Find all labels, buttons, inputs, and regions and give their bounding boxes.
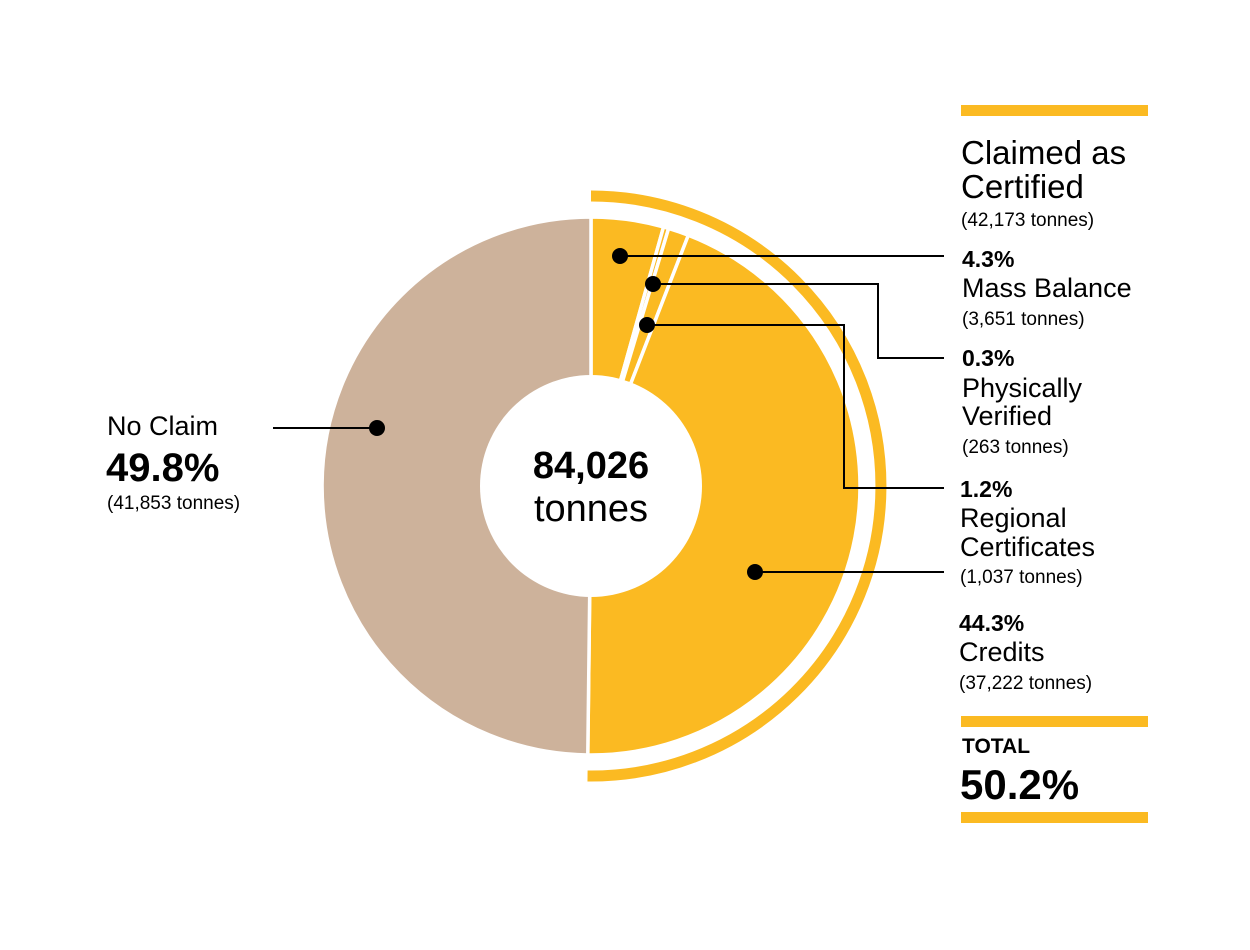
no-claim-label: No Claim [107,411,219,441]
legend-regional-certificates-percent: 1.2% [960,476,1013,502]
no-claim-tonnes: (41,853 tonnes) [107,493,241,514]
legend-physically-verified-tonnes: (263 tonnes) [962,437,1069,458]
total-top-bar [961,716,1148,727]
legend-credits-percent: 44.3% [959,610,1025,636]
center-total-value: 84,026 [532,445,650,487]
legend-physically-verified-label-line1: Physically [962,373,1083,403]
legend-mass-balance-tonnes: (3,651 tonnes) [962,309,1085,330]
donut-hole [480,375,702,597]
no-claim-percent: 49.8% [106,446,220,490]
total-bottom-bar [961,812,1148,823]
legend-physically-verified-label-line2: Verified [962,401,1053,431]
claimed-certified-heading-line1: Claimed as [961,134,1127,171]
legend-regional-certificates-tonnes: (1,037 tonnes) [960,567,1083,588]
claimed-certified-tonnes: (42,173 tonnes) [961,210,1095,231]
leader-dot-regional-certificates [639,317,655,333]
total-label: TOTAL [962,735,1031,758]
leader-dot-no-claim [369,420,385,436]
center-total-unit: tonnes [533,488,649,530]
leader-line-regional-certificates [647,324,944,489]
leader-dot-mass-balance [612,248,628,264]
slice-no-claim [320,215,593,757]
legend-mass-balance-label: Mass Balance [962,273,1132,303]
leader-dot-credits [747,564,763,580]
legend-credits-label: Credits [959,637,1045,667]
heading-top-bar [961,105,1148,116]
claimed-certified-heading-line2: Certified [961,168,1084,205]
total-percent: 50.2% [960,761,1080,808]
legend-regional-certificates-label-line2: Certificates [960,532,1096,562]
legend-credits-tonnes: (37,222 tonnes) [959,673,1093,694]
legend-regional-certificates-label-line1: Regional [960,503,1067,533]
leader-lines [273,248,944,580]
legend-physically-verified-percent: 0.3% [962,345,1015,371]
leader-line-physically-verified [653,283,944,359]
leader-dot-physically-verified [645,276,661,292]
legend-mass-balance-percent: 4.3% [962,246,1015,272]
slice-credits [586,233,862,757]
